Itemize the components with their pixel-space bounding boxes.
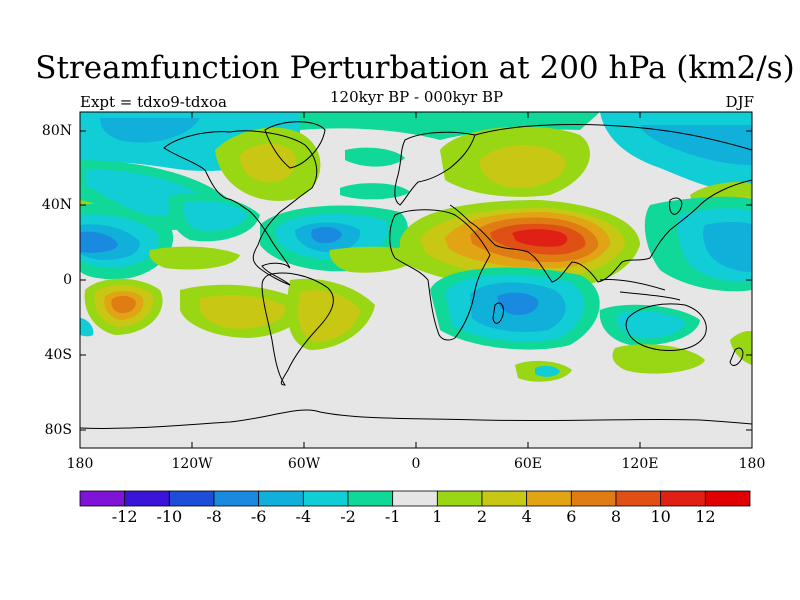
lat-label-0: 0 — [63, 272, 72, 288]
contour-pos-south-pacific-4 — [111, 295, 136, 314]
lon-label-60w: 60W — [287, 456, 321, 472]
colorbar-label: -6 — [250, 507, 267, 526]
colorbar-label: -4 — [295, 507, 312, 526]
colorbar-label: -8 — [206, 507, 222, 526]
contour-neg-pacific-east-3 — [703, 221, 752, 272]
coast-greenland — [264, 121, 326, 169]
contour-pos-south-atlantic-2 — [298, 290, 360, 342]
coast-antarctica — [80, 409, 752, 429]
coast-japan — [669, 197, 683, 215]
colorbar-label: 1 — [432, 507, 443, 526]
lat-label-80s: 80S — [44, 422, 72, 438]
contour-neg-south-east-pacific — [80, 318, 94, 337]
contour-neg-central-pacific-2 — [183, 200, 248, 231]
colorbar-label: -1 — [384, 507, 401, 526]
coast-australia — [625, 303, 707, 351]
tick-marks — [80, 112, 752, 448]
contour-fields — [80, 112, 752, 382]
colorbar-swatch — [168, 490, 215, 507]
colorbar-swatch — [570, 490, 617, 507]
colorbar-label: 4 — [521, 507, 532, 526]
contour-neg-atlantic-4 — [311, 226, 342, 244]
contour-pos-asia-6 — [512, 229, 568, 247]
colorbar-label: 12 — [695, 507, 716, 526]
coast-south-america — [261, 272, 334, 386]
colorbar-label: -10 — [156, 507, 183, 526]
colorbar-swatch — [392, 490, 438, 507]
contour-neg-pacific-west-4 — [80, 231, 118, 253]
colorbar-swatch — [660, 490, 706, 507]
contour-neg-arctic-east-inner — [640, 125, 752, 165]
coastlines — [80, 121, 752, 429]
lat-label-40s: 40S — [44, 347, 72, 363]
colorbar — [79, 490, 751, 507]
coast-asia — [449, 124, 752, 283]
colorbar-swatch — [124, 490, 170, 507]
colorbar-swatch — [258, 490, 304, 507]
colorbar-label: 8 — [610, 507, 622, 526]
contour-pos-tasman — [612, 344, 705, 374]
colorbar-label: 10 — [650, 507, 671, 526]
lon-label-120w: 120W — [171, 456, 213, 472]
contour-neg-arctic-center — [300, 112, 600, 140]
contour-neg-australia-2 — [617, 311, 686, 339]
lon-label-60e: 60E — [513, 456, 543, 472]
contour-pos-equator-atlantic — [329, 246, 420, 273]
contour-neg-europe — [340, 183, 410, 200]
coast-north-america — [163, 130, 318, 286]
colorbar-swatch — [526, 490, 572, 507]
colorbar-swatch — [615, 490, 662, 507]
colorbar-label: 6 — [566, 507, 577, 526]
lon-label-180e: 180 — [738, 456, 766, 472]
coast-indonesia — [599, 279, 681, 301]
colorbar-label: 2 — [476, 507, 488, 526]
lat-label-40n: 40N — [41, 197, 72, 213]
contour-neg-arctic-west-inner — [100, 118, 200, 143]
coast-new-zealand — [729, 347, 744, 366]
colorbar-swatch — [481, 490, 528, 507]
contour-neg-south-indian-small — [535, 365, 560, 377]
lon-label-180w: 180 — [66, 456, 94, 472]
colorbar-swatch — [347, 490, 394, 507]
colorbar-swatch — [213, 490, 260, 507]
contour-pos-north-america-inner — [240, 143, 296, 183]
experiment-label: Expt = tdxo9-tdxoa — [80, 93, 227, 111]
lat-label-80n: 80N — [41, 123, 72, 139]
season-label: DJF — [725, 93, 754, 111]
period-label: 120kyr BP - 000kyr BP — [330, 88, 504, 106]
colorbar-label: -2 — [340, 507, 356, 526]
colorbar-label: -12 — [111, 507, 138, 526]
contour-neg-indian-4 — [497, 292, 539, 316]
figure-title: Streamfunction Perturbation at 200 hPa (… — [35, 50, 795, 86]
contour-pos-siberia-inner — [479, 145, 566, 188]
colorbar-swatch — [79, 490, 126, 507]
colorbar-swatch — [302, 490, 349, 507]
coast-africa — [389, 209, 491, 341]
coast-madagascar — [492, 302, 504, 324]
contour-neg-atlantic-north — [345, 147, 405, 167]
contour-pos-far-southeast — [730, 330, 752, 365]
contour-pos-equator-pacific — [149, 246, 240, 270]
coast-europe — [394, 131, 476, 206]
colorbar-swatch — [436, 490, 483, 507]
colorbar-swatch — [704, 490, 751, 507]
lon-label-0: 0 — [411, 456, 421, 472]
lon-label-120e: 120E — [621, 456, 659, 472]
